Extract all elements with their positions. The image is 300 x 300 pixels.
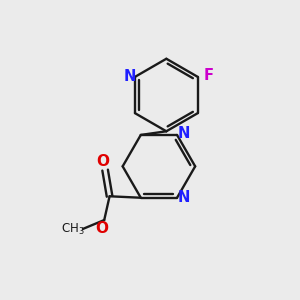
Text: N: N [177,126,190,141]
Text: F: F [203,68,213,83]
Text: CH$_3$: CH$_3$ [61,221,85,236]
Text: O: O [96,154,109,169]
Text: N: N [123,69,136,84]
Text: O: O [95,221,108,236]
Text: N: N [177,190,190,205]
